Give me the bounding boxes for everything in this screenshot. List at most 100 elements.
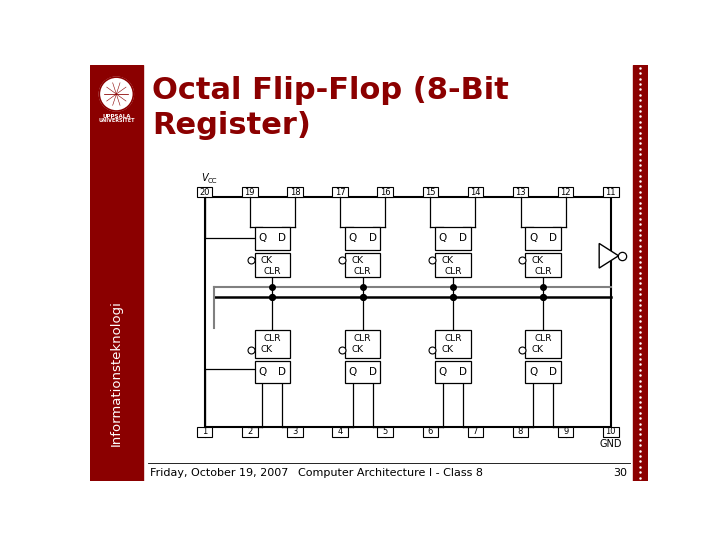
- Text: CLR: CLR: [264, 267, 281, 275]
- Text: D: D: [459, 367, 467, 377]
- Text: 2: 2: [247, 427, 253, 436]
- Bar: [333, 187, 348, 197]
- Bar: [468, 187, 483, 197]
- Text: D: D: [549, 367, 557, 377]
- Text: CC: CC: [208, 178, 217, 184]
- Bar: [242, 427, 258, 437]
- Text: 14: 14: [470, 188, 481, 197]
- Circle shape: [99, 77, 133, 111]
- Text: CLR: CLR: [354, 334, 372, 343]
- Bar: [526, 330, 561, 358]
- Bar: [333, 427, 348, 437]
- Text: 13: 13: [516, 188, 526, 197]
- Text: CLR: CLR: [264, 334, 281, 343]
- Bar: [513, 187, 528, 197]
- Bar: [558, 187, 573, 197]
- Text: D: D: [549, 233, 557, 243]
- Text: D: D: [369, 233, 377, 243]
- Text: 10: 10: [606, 427, 616, 436]
- Bar: [255, 226, 290, 249]
- Text: CK: CK: [441, 256, 454, 265]
- Text: CK: CK: [531, 345, 544, 354]
- Polygon shape: [599, 244, 618, 268]
- Text: 12: 12: [560, 188, 571, 197]
- Text: 16: 16: [380, 188, 390, 197]
- Bar: [255, 361, 290, 383]
- Text: GND: GND: [600, 439, 622, 449]
- Text: CK: CK: [261, 256, 273, 265]
- Text: Q: Q: [258, 367, 266, 377]
- Text: 20: 20: [199, 188, 210, 197]
- Bar: [435, 226, 471, 249]
- Text: CLR: CLR: [444, 334, 462, 343]
- Text: 5: 5: [382, 427, 388, 436]
- Text: Q: Q: [529, 233, 537, 243]
- Text: 1: 1: [202, 427, 207, 436]
- Text: D: D: [279, 233, 287, 243]
- Bar: [513, 427, 528, 437]
- Text: 11: 11: [606, 188, 616, 197]
- Bar: [90, 65, 143, 481]
- Text: 8: 8: [518, 427, 523, 436]
- Text: UPPSALA: UPPSALA: [102, 114, 130, 119]
- Bar: [526, 361, 561, 383]
- Text: 6: 6: [428, 427, 433, 436]
- Bar: [423, 187, 438, 197]
- Text: D: D: [279, 367, 287, 377]
- Bar: [526, 226, 561, 249]
- Bar: [345, 330, 380, 358]
- Text: Register): Register): [152, 111, 311, 140]
- Text: UNIVERSITET: UNIVERSITET: [98, 118, 135, 123]
- Text: Q: Q: [438, 233, 447, 243]
- Bar: [377, 427, 393, 437]
- Bar: [632, 65, 648, 481]
- Bar: [197, 427, 212, 437]
- Text: Q: Q: [348, 367, 356, 377]
- Text: 17: 17: [335, 188, 346, 197]
- Bar: [468, 427, 483, 437]
- Bar: [345, 361, 380, 383]
- Bar: [377, 187, 393, 197]
- Text: Informationsteknologi: Informationsteknologi: [110, 300, 123, 446]
- Bar: [255, 330, 290, 358]
- Text: Q: Q: [438, 367, 447, 377]
- Text: 15: 15: [425, 188, 436, 197]
- Bar: [435, 361, 471, 383]
- Text: Q: Q: [258, 233, 266, 243]
- Text: 4: 4: [338, 427, 343, 436]
- Bar: [255, 253, 290, 278]
- Text: CLR: CLR: [354, 267, 372, 275]
- Bar: [287, 187, 302, 197]
- Text: 30: 30: [613, 468, 627, 478]
- Text: CK: CK: [351, 256, 363, 265]
- Text: Q: Q: [348, 233, 356, 243]
- Bar: [558, 427, 573, 437]
- Text: 18: 18: [289, 188, 300, 197]
- Bar: [345, 226, 380, 249]
- Bar: [204, 197, 611, 427]
- Bar: [242, 187, 258, 197]
- Text: CK: CK: [351, 345, 363, 354]
- Text: Q: Q: [529, 367, 537, 377]
- Text: 9: 9: [563, 427, 568, 436]
- Text: Computer Architecture I - Class 8: Computer Architecture I - Class 8: [298, 468, 483, 478]
- Bar: [423, 427, 438, 437]
- Bar: [435, 253, 471, 278]
- Text: V: V: [202, 173, 208, 184]
- Text: D: D: [459, 233, 467, 243]
- Text: CLR: CLR: [534, 267, 552, 275]
- Bar: [287, 427, 302, 437]
- Text: CK: CK: [531, 256, 544, 265]
- Text: 7: 7: [473, 427, 478, 436]
- Bar: [603, 187, 618, 197]
- Text: CK: CK: [441, 345, 454, 354]
- Text: D: D: [369, 367, 377, 377]
- Text: CLR: CLR: [534, 334, 552, 343]
- Text: CK: CK: [261, 345, 273, 354]
- Bar: [345, 253, 380, 278]
- Text: Octal Flip-Flop (8-Bit: Octal Flip-Flop (8-Bit: [152, 76, 509, 105]
- Text: 19: 19: [245, 188, 255, 197]
- Text: Friday, October 19, 2007: Friday, October 19, 2007: [150, 468, 289, 478]
- Bar: [603, 427, 618, 437]
- Text: CLR: CLR: [444, 267, 462, 275]
